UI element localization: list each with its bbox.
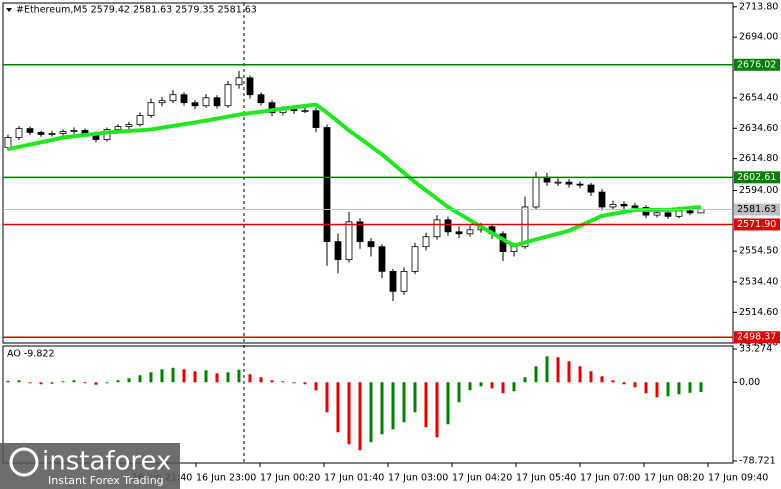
candle-body: [191, 102, 199, 107]
candle-body: [598, 191, 606, 208]
candle-body: [609, 203, 617, 208]
candle-body: [26, 128, 34, 133]
x-tick-label: 17 Jun 00:20: [260, 473, 320, 484]
main-panel: [2, 2, 734, 344]
candle-body: [367, 241, 375, 248]
candle-body: [466, 229, 474, 235]
candle-body: [521, 206, 529, 248]
x-tick-label: 17 Jun 04:20: [452, 473, 512, 484]
candle-body: [59, 131, 67, 134]
candle-body: [356, 221, 364, 243]
candle-body: [180, 94, 188, 104]
oscillator-panel: [2, 345, 734, 464]
y-tick-label: 2713.80: [739, 1, 778, 12]
x-tick-label: 17 Jun 03:00: [388, 473, 448, 484]
level-label-box: [734, 218, 780, 231]
candle-body: [620, 203, 628, 207]
y-tick-label: 2634.60: [739, 123, 778, 134]
moving-average: [7, 102, 702, 248]
y-tick-label: 2654.40: [739, 92, 778, 103]
candle-body: [378, 246, 386, 272]
candle-body: [433, 219, 441, 238]
candle-body: [290, 109, 298, 112]
level-label: 2571.90: [737, 219, 776, 230]
y-tick-label: 2594.00: [739, 185, 778, 196]
y-tick-label: 2614.80: [739, 153, 778, 164]
candle-body: [257, 94, 265, 104]
candle-body: [301, 110, 309, 113]
candle-body: [169, 94, 177, 102]
candle-body: [136, 115, 144, 126]
candle-body: [37, 132, 45, 135]
candle-body: [411, 246, 419, 272]
candle-body: [4, 137, 12, 149]
candle-body: [345, 221, 353, 260]
level-label: 2602.61: [737, 172, 776, 183]
candle-body: [125, 124, 133, 128]
candle-body: [147, 102, 155, 116]
candle-body: [114, 126, 122, 130]
candle-body: [202, 97, 210, 107]
x-tick-label: 17 Jun 08:20: [644, 473, 704, 484]
candle-body: [312, 110, 320, 128]
candle-body: [235, 77, 243, 86]
candle-body: [48, 133, 56, 135]
candle-body: [587, 184, 595, 193]
oscillator-tick-label: -78.721: [739, 456, 776, 467]
chart-title: #Ethereum,M5 2579.42 2581.63 2579.35 258…: [16, 5, 257, 16]
level-label-box: [734, 58, 780, 71]
oscillator-tick-label: 0.00: [739, 377, 760, 388]
candle-body: [323, 127, 331, 243]
candle-body: [70, 130, 78, 132]
level-label-box: [734, 331, 780, 344]
candle-body: [334, 241, 342, 260]
candle-body: [631, 205, 639, 208]
candle-body: [422, 236, 430, 248]
candle-body: [224, 84, 232, 107]
candle-body: [213, 97, 221, 107]
title-icon: [6, 8, 12, 12]
candle-body: [444, 219, 452, 233]
candle-body: [686, 210, 694, 214]
x-tick-label: 17 Jun 09:40: [708, 473, 768, 484]
watermark: instaforex Instant Forex Trading: [0, 443, 180, 489]
candle-body: [15, 128, 23, 138]
y-tick-label: 2694.00: [739, 32, 778, 43]
candle-body: [158, 100, 166, 104]
level-label-box: [734, 171, 780, 184]
oscillator-label: AO -9.822: [7, 349, 54, 360]
candle-body: [268, 102, 276, 114]
current-price-label: 2581.63: [737, 204, 776, 215]
candle-body: [389, 270, 397, 292]
watermark-logo: [9, 447, 39, 477]
y-tick-label: 2514.60: [739, 307, 778, 318]
x-tick-label: 16 Jun 23:00: [196, 473, 256, 484]
candle-body: [576, 183, 584, 186]
x-tick-label: 17 Jun 07:00: [580, 473, 640, 484]
y-tick-label: 2554.50: [739, 246, 778, 257]
candle-body: [246, 77, 254, 96]
candle-body: [565, 181, 573, 185]
current-price-box: [734, 203, 780, 216]
oscillator-tick-label: 33.274: [739, 344, 772, 355]
watermark-tagline: Instant Forex Trading: [48, 474, 164, 487]
candle-body: [653, 212, 661, 216]
x-tick-label: 17 Jun 05:40: [516, 473, 576, 484]
candle-body: [675, 210, 683, 217]
level-label: 2498.37: [737, 332, 776, 343]
y-tick-label: 2534.40: [739, 276, 778, 287]
x-tick-label: 17 Jun 01:40: [324, 473, 384, 484]
candle-body: [532, 176, 540, 208]
candle-body: [455, 231, 463, 235]
candle-body: [554, 181, 562, 184]
candle-body: [664, 212, 672, 217]
candle-body: [697, 209, 705, 214]
level-label: 2676.02: [737, 59, 776, 70]
candle-body: [400, 270, 408, 292]
watermark-brand: instaforex: [42, 447, 171, 477]
